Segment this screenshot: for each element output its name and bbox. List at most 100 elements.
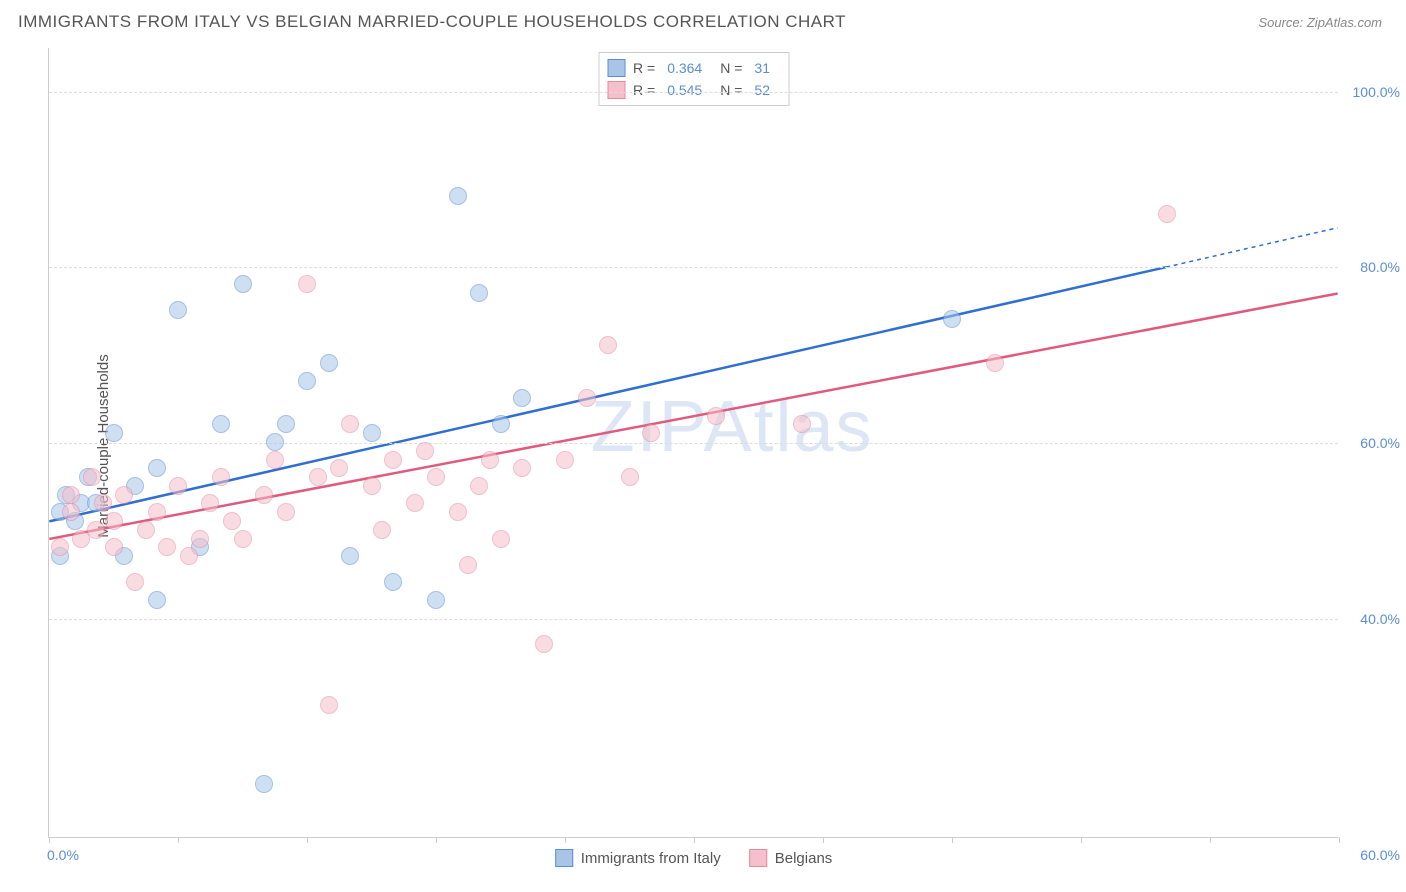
scatter-point xyxy=(148,591,166,609)
y-tick-label: 40.0% xyxy=(1360,611,1400,627)
scatter-point xyxy=(62,486,80,504)
legend-item: Belgians xyxy=(749,849,833,867)
scatter-point xyxy=(449,503,467,521)
scatter-point xyxy=(513,389,531,407)
scatter-point xyxy=(169,477,187,495)
x-tick xyxy=(178,837,179,843)
scatter-point xyxy=(341,547,359,565)
scatter-point xyxy=(330,459,348,477)
x-tick xyxy=(1081,837,1082,843)
scatter-point xyxy=(427,468,445,486)
x-tick xyxy=(565,837,566,843)
scatter-point xyxy=(87,521,105,539)
scatter-point xyxy=(320,354,338,372)
legend-swatch xyxy=(555,849,573,867)
x-tick xyxy=(823,837,824,843)
gridline-h xyxy=(49,443,1338,444)
scatter-point xyxy=(492,530,510,548)
scatter-point xyxy=(320,696,338,714)
gridline-h xyxy=(49,92,1338,93)
scatter-point xyxy=(986,354,1004,372)
legend-swatch xyxy=(749,849,767,867)
scatter-point xyxy=(201,494,219,512)
series-legend: Immigrants from Italy Belgians xyxy=(555,849,833,867)
x-tick xyxy=(49,837,50,843)
scatter-point xyxy=(578,389,596,407)
scatter-point xyxy=(169,301,187,319)
scatter-point xyxy=(384,451,402,469)
scatter-point xyxy=(1158,205,1176,223)
scatter-point xyxy=(384,573,402,591)
scatter-point xyxy=(180,547,198,565)
scatter-point xyxy=(707,407,725,425)
scatter-point xyxy=(105,538,123,556)
stat-r-value: 0.545 xyxy=(667,82,702,98)
scatter-point xyxy=(148,503,166,521)
x-tick xyxy=(307,837,308,843)
gridline-h xyxy=(49,619,1338,620)
scatter-point xyxy=(277,415,295,433)
scatter-point xyxy=(94,494,112,512)
scatter-point xyxy=(105,424,123,442)
scatter-point xyxy=(212,468,230,486)
legend-swatch xyxy=(607,81,625,99)
scatter-point xyxy=(416,442,434,460)
chart-title: IMMIGRANTS FROM ITALY VS BELGIAN MARRIED… xyxy=(18,12,846,32)
scatter-point xyxy=(148,459,166,477)
scatter-point xyxy=(266,433,284,451)
scatter-point xyxy=(105,512,123,530)
scatter-point xyxy=(309,468,327,486)
y-tick-label: 80.0% xyxy=(1360,259,1400,275)
scatter-point xyxy=(449,187,467,205)
scatter-point xyxy=(126,573,144,591)
scatter-point xyxy=(234,530,252,548)
chart-header: IMMIGRANTS FROM ITALY VS BELGIAN MARRIED… xyxy=(0,0,1406,40)
legend-label: Belgians xyxy=(775,850,833,867)
scatter-point xyxy=(363,424,381,442)
scatter-point xyxy=(621,468,639,486)
scatter-point xyxy=(191,530,209,548)
stats-row: R =0.545N =52 xyxy=(607,79,780,101)
scatter-point xyxy=(223,512,241,530)
scatter-point xyxy=(459,556,477,574)
stat-n-value: 31 xyxy=(754,60,770,76)
scatter-point xyxy=(373,521,391,539)
scatter-point xyxy=(62,503,80,521)
stat-n-label: N = xyxy=(720,82,742,98)
scatter-point xyxy=(481,451,499,469)
gridline-h xyxy=(49,267,1338,268)
scatter-point xyxy=(642,424,660,442)
x-tick xyxy=(436,837,437,843)
scatter-point xyxy=(137,521,155,539)
x-tick xyxy=(694,837,695,843)
y-tick-label: 60.0% xyxy=(1360,435,1400,451)
legend-label: Immigrants from Italy xyxy=(581,850,721,867)
stats-row: R =0.364N =31 xyxy=(607,57,780,79)
y-tick-label: 100.0% xyxy=(1353,84,1400,100)
scatter-point xyxy=(158,538,176,556)
scatter-point xyxy=(298,372,316,390)
scatter-point xyxy=(51,538,69,556)
scatter-point xyxy=(793,415,811,433)
watermark: ZIPAtlas xyxy=(591,386,874,468)
x-tick xyxy=(1210,837,1211,843)
stat-r-value: 0.364 xyxy=(667,60,702,76)
scatter-point xyxy=(255,486,273,504)
x-tick xyxy=(1339,837,1340,843)
scatter-point xyxy=(470,477,488,495)
scatter-point xyxy=(406,494,424,512)
scatter-point xyxy=(599,336,617,354)
x-tick-label: 60.0% xyxy=(1360,847,1400,863)
stat-n-value: 52 xyxy=(754,82,770,98)
scatter-point xyxy=(298,275,316,293)
correlation-stats-box: R =0.364N =31R =0.545N =52 xyxy=(598,52,789,106)
scatter-point xyxy=(492,415,510,433)
scatter-point xyxy=(943,310,961,328)
x-tick-label: 0.0% xyxy=(47,847,79,863)
scatter-point xyxy=(234,275,252,293)
scatter-point xyxy=(341,415,359,433)
scatter-point xyxy=(83,468,101,486)
chart-source: Source: ZipAtlas.com xyxy=(1258,15,1382,30)
scatter-point xyxy=(266,451,284,469)
scatter-point xyxy=(212,415,230,433)
